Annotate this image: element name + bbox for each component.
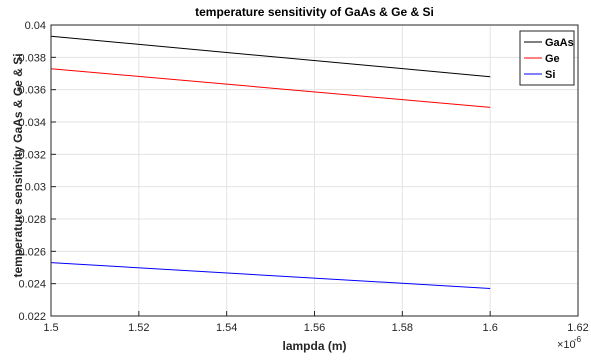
x-axis-multiplier: ×10 [557, 339, 576, 351]
y-tick-label: 0.028 [18, 214, 46, 226]
x-tick-label: 1.52 [128, 322, 149, 334]
series-line-gaas [50, 35, 491, 78]
y-axis-label: temperature sensitivity GaAs & Ge & Si [11, 53, 25, 277]
x-tick-label: 1.54 [216, 322, 237, 334]
x-tick-label: 1.62 [567, 322, 588, 334]
y-tick-label: 0.03 [25, 182, 46, 194]
axis-ticks: 1.5 1.52 1.54 1.56 1.58 1.6 1.62 0.022 0.024 0.02… [18, 20, 588, 334]
y-tick-label: 0.024 [18, 279, 46, 291]
x-tick-label: 1.56 [304, 322, 325, 334]
y-tick-label: 0.026 [18, 246, 46, 258]
legend-label-ge: Ge [545, 53, 560, 65]
series-line-si [50, 262, 491, 289]
y-tick-label: 0.034 [18, 117, 46, 129]
x-tick-label: 1.58 [392, 322, 413, 334]
y-tick-label: 0.036 [18, 85, 46, 97]
y-tick-label: 0.038 [18, 52, 46, 64]
series-line-ge [50, 68, 491, 108]
legend-label-si: Si [545, 69, 555, 81]
y-tick-label: 0.04 [25, 20, 46, 32]
y-tick-label: 0.032 [18, 149, 46, 161]
y-tick-label: 0.022 [18, 311, 46, 323]
x-tick-label: 1.5 [43, 322, 58, 334]
x-axis-label: lampda (m) [282, 339, 346, 353]
x-tick-label: 1.6 [483, 322, 498, 334]
chart-title: temperature sensitivity of GaAs & Ge & S… [195, 5, 434, 19]
legend: GaAs Ge Si [519, 30, 575, 86]
x-axis-exponent: -6 [574, 335, 582, 344]
legend-label-gaas: GaAs [545, 37, 574, 49]
series-layer [50, 35, 491, 289]
